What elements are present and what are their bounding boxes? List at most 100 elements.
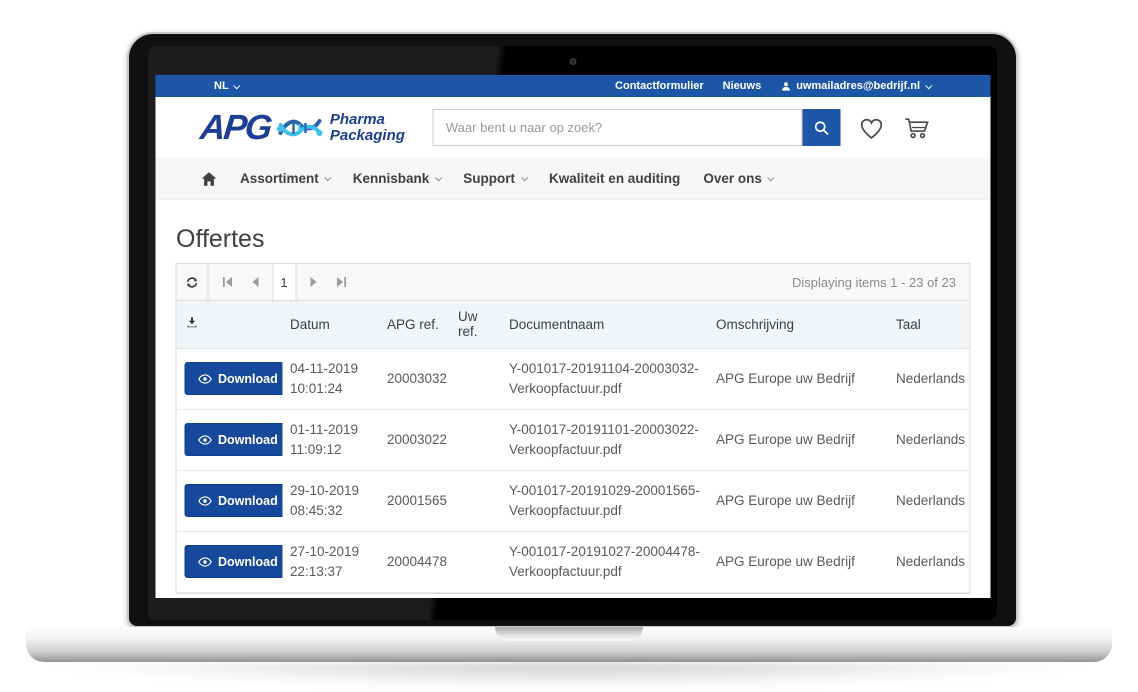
person-icon bbox=[781, 81, 790, 91]
time: 10:01:24 bbox=[290, 380, 343, 396]
nav-assortiment[interactable]: Assortiment bbox=[240, 171, 332, 186]
refresh-button[interactable] bbox=[176, 264, 208, 300]
website: NL Contactformulier Nieuws uwmailadres@b… bbox=[155, 75, 990, 598]
topbar: NL Contactformulier Nieuws uwmailadres@b… bbox=[155, 75, 990, 97]
cell-datum: 27-10-2019 22:13:37 bbox=[282, 531, 379, 593]
download-label: Download bbox=[218, 432, 278, 447]
cell-apg-ref: 20001565 bbox=[379, 470, 450, 532]
date: 27-10-2019 bbox=[290, 543, 360, 559]
last-page-icon bbox=[336, 277, 346, 287]
cell-omschrijving: APG Europe uw Bedrijf bbox=[708, 409, 888, 471]
download-button[interactable]: Download bbox=[184, 484, 282, 517]
download-button[interactable]: Download bbox=[184, 545, 282, 578]
download-button[interactable]: Download bbox=[184, 423, 282, 456]
cell-datum: 04-11-2019 10:01:24 bbox=[282, 348, 379, 410]
previous-page-icon bbox=[252, 277, 258, 287]
documents-table: Datum APG ref. Uw ref. Documentnaam Omsc… bbox=[176, 301, 969, 593]
next-page-icon bbox=[310, 277, 316, 287]
laptop-screen: NL Contactformulier Nieuws uwmailadres@b… bbox=[148, 46, 997, 620]
language-selector[interactable]: NL bbox=[214, 80, 241, 92]
chevron-down-icon bbox=[924, 81, 932, 89]
logo-dna-icon bbox=[277, 118, 323, 136]
chevron-down-icon bbox=[434, 174, 443, 182]
nav-label: Over ons bbox=[703, 171, 762, 186]
cell-taal: Nederlands bbox=[888, 470, 969, 532]
download-button[interactable]: Download bbox=[184, 362, 282, 395]
cell-download: Download bbox=[176, 470, 282, 532]
cell-documentnaam: Y-001017-20191029-20001565-Verkoopfactuu… bbox=[501, 470, 708, 532]
news-link[interactable]: Nieuws bbox=[722, 80, 762, 92]
heart-icon bbox=[861, 118, 883, 139]
search-button[interactable] bbox=[802, 109, 841, 146]
column-download bbox=[176, 301, 282, 349]
chevron-down-icon bbox=[324, 174, 332, 182]
current-page-indicator: 1 bbox=[272, 264, 296, 300]
cell-download: Download bbox=[176, 409, 282, 471]
time: 08:45:32 bbox=[290, 502, 343, 518]
cart-icon bbox=[905, 118, 930, 139]
cell-omschrijving: APG Europe uw Bedrijf bbox=[708, 470, 888, 532]
cell-apg-ref: 20004478 bbox=[379, 531, 450, 593]
cell-documentnaam: Y-001017-20191027-20004478-Verkoopfactuu… bbox=[501, 531, 708, 593]
eye-icon bbox=[197, 434, 212, 445]
search-input[interactable] bbox=[432, 109, 803, 146]
cell-taal: Nederlands bbox=[888, 348, 969, 410]
first-page-button[interactable] bbox=[214, 264, 241, 300]
time: 22:13:37 bbox=[290, 563, 343, 579]
date: 29-10-2019 bbox=[290, 482, 360, 498]
nav-kennisbank[interactable]: Kennisbank bbox=[352, 171, 443, 186]
logo[interactable]: APG Pharma Packaging bbox=[197, 108, 405, 147]
column-taal: Taal bbox=[888, 301, 969, 349]
nav-home[interactable] bbox=[200, 171, 217, 187]
cell-omschrijving: APG Europe uw Bedrijf bbox=[708, 531, 888, 593]
laptop-base-notch bbox=[495, 627, 643, 641]
user-menu[interactable]: uwmailadres@bedrijf.nl bbox=[780, 80, 932, 92]
column-uw-ref: Uw ref. bbox=[450, 301, 501, 349]
webcam-icon bbox=[569, 58, 576, 65]
download-label: Download bbox=[218, 493, 278, 508]
column-apg-ref: APG ref. bbox=[379, 301, 450, 349]
cell-documentnaam: Y-001017-20191104-20003032-Verkoopfactuu… bbox=[501, 348, 708, 410]
main-content: Offertes bbox=[155, 225, 990, 594]
cell-apg-ref: 20003032 bbox=[379, 348, 450, 410]
cell-uw-ref bbox=[450, 409, 501, 471]
download-label: Download bbox=[218, 554, 278, 569]
nav-label: Kennisbank bbox=[352, 171, 430, 186]
table-row: Download 29-10-2019 08:45:32 20001565 bbox=[176, 470, 969, 532]
cell-download: Download bbox=[176, 348, 282, 410]
cell-apg-ref: 20003022 bbox=[379, 409, 450, 471]
nav-support[interactable]: Support bbox=[463, 171, 528, 186]
home-icon bbox=[201, 171, 216, 186]
nav-label: Support bbox=[463, 171, 516, 186]
cell-documentnaam: Y-001017-20191101-20003022-Verkoopfactuu… bbox=[501, 409, 708, 471]
column-datum: Datum bbox=[282, 301, 379, 349]
eye-icon bbox=[197, 495, 212, 506]
user-email: uwmailadres@bedrijf.nl bbox=[796, 80, 920, 92]
eye-icon bbox=[197, 556, 212, 567]
table-row: Download 01-11-2019 11:09:12 20003022 bbox=[176, 409, 969, 471]
grid-pager: 1 Displaying items 1 - 23 of 23 bbox=[176, 264, 969, 301]
cell-taal: Nederlands bbox=[888, 409, 969, 471]
chevron-down-icon bbox=[233, 81, 241, 89]
laptop-frame: NL Contactformulier Nieuws uwmailadres@b… bbox=[127, 32, 1018, 628]
search-bar bbox=[432, 109, 841, 146]
wishlist-button[interactable] bbox=[858, 115, 886, 141]
cell-uw-ref bbox=[450, 531, 501, 593]
previous-page-button[interactable] bbox=[241, 264, 268, 300]
cell-uw-ref bbox=[450, 470, 501, 532]
last-page-button[interactable] bbox=[327, 264, 354, 300]
chevron-down-icon bbox=[520, 174, 528, 182]
logo-apg-text: APG bbox=[197, 108, 272, 147]
cell-datum: 29-10-2019 08:45:32 bbox=[282, 470, 379, 532]
nav-kwaliteit-en-auditing[interactable]: Kwaliteit en auditing bbox=[549, 171, 680, 186]
main-nav: Assortiment Kennisbank Support Kwaliteit… bbox=[155, 158, 990, 200]
cart-button[interactable] bbox=[903, 114, 933, 141]
contact-link[interactable]: Contactformulier bbox=[615, 80, 704, 92]
site-header: APG Pharma Packaging bbox=[155, 97, 990, 158]
next-page-button[interactable] bbox=[300, 264, 327, 300]
cell-datum: 01-11-2019 11:09:12 bbox=[282, 409, 379, 471]
nav-label: Assortiment bbox=[240, 171, 319, 186]
nav-over-ons[interactable]: Over ons bbox=[703, 171, 775, 186]
column-omschrijving: Omschrijving bbox=[708, 301, 888, 349]
